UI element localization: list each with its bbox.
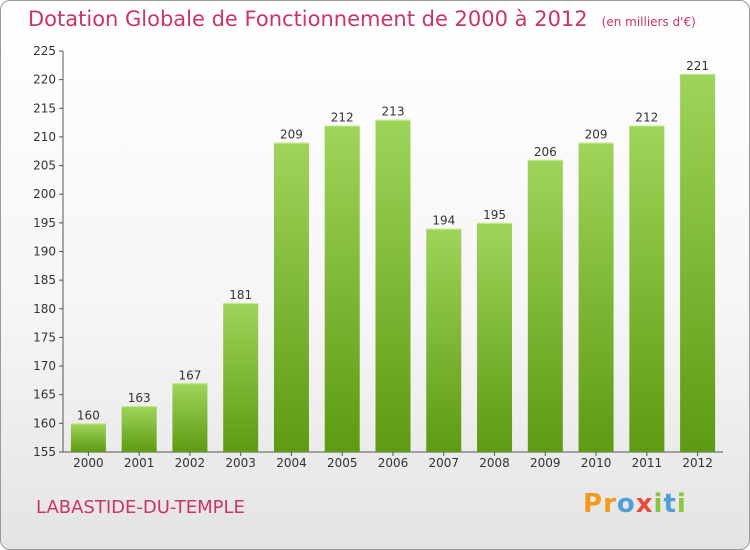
proxiti-logo[interactable]: Proxiti <box>583 489 687 519</box>
value-label-2010: 209 <box>585 128 608 142</box>
logo-letter: P <box>583 489 604 519</box>
x-tick-label-2011: 2011 <box>632 456 663 470</box>
y-tick-label: 205 <box>33 159 56 173</box>
logo-letter: t <box>663 489 677 519</box>
y-tick-label: 190 <box>33 245 56 259</box>
bar-2009 <box>527 159 563 453</box>
bar-2001 <box>121 406 157 452</box>
y-tick-label: 175 <box>33 330 56 344</box>
y-tick-label: 170 <box>33 359 56 373</box>
bar-2011 <box>629 125 665 452</box>
y-tick-label: 180 <box>33 302 56 316</box>
bar-2012 <box>680 73 716 453</box>
value-label-2009: 206 <box>534 145 557 159</box>
x-tick-label-2000: 2000 <box>73 456 104 470</box>
y-tick-label: 210 <box>33 130 56 144</box>
y-tick-label: 160 <box>33 416 56 430</box>
x-tick-label-2008: 2008 <box>479 456 510 470</box>
y-tick-label: 165 <box>33 388 56 402</box>
y-tick-label: 195 <box>33 216 56 230</box>
value-label-2006: 213 <box>382 105 405 119</box>
y-tick-label: 155 <box>33 445 56 459</box>
value-label-2008: 195 <box>483 208 506 222</box>
logo-letter: o <box>616 489 636 519</box>
x-tick-label-2005: 2005 <box>327 456 358 470</box>
bar-2006 <box>375 119 411 452</box>
value-label-2012: 221 <box>686 59 709 73</box>
x-tick-label-2001: 2001 <box>124 456 155 470</box>
value-label-2002: 167 <box>178 368 201 382</box>
value-label-2005: 212 <box>331 110 354 124</box>
bars <box>70 73 716 453</box>
x-tick-label-2010: 2010 <box>581 456 612 470</box>
value-label-2007: 194 <box>432 214 455 228</box>
axes: 155 160 165 170 175 180 185 190 195 200 205 210 215 2… <box>33 44 723 470</box>
bar-2005 <box>324 125 360 452</box>
logo-letter: r <box>603 489 617 519</box>
y-tick-label: 225 <box>33 44 56 58</box>
y-tick-label: 200 <box>33 187 56 201</box>
y-tick-label: 215 <box>33 101 56 115</box>
chart-title: Dotation Globale de Fonctionnement de 20… <box>28 7 696 31</box>
y-tick-label: 185 <box>33 273 56 287</box>
bar-2007 <box>426 228 462 452</box>
logo-letter: x <box>635 489 654 519</box>
commune-name: LABASTIDE-DU-TEMPLE <box>36 497 245 518</box>
bar-2010 <box>578 142 614 452</box>
bar-2004 <box>273 142 309 452</box>
bar-2000 <box>70 423 106 452</box>
x-tick-label-2009: 2009 <box>530 456 561 470</box>
x-tick-label-2012: 2012 <box>682 456 713 470</box>
value-labels: 160 163 167 181 209 212 213 194 195 206 209 212 221 <box>77 59 709 422</box>
bar-2002 <box>172 383 208 452</box>
x-tick-label-2004: 2004 <box>276 456 307 470</box>
logo-letter: i <box>676 489 687 519</box>
value-label-2000: 160 <box>77 408 100 422</box>
value-label-2004: 209 <box>280 128 303 142</box>
value-label-2001: 163 <box>128 391 151 405</box>
x-tick-label-2006: 2006 <box>378 456 409 470</box>
y-tick-label: 220 <box>33 73 56 87</box>
chart-title-text: Dotation Globale de Fonctionnement de 20… <box>28 7 588 31</box>
logo-letter: i <box>653 489 664 519</box>
x-tick-label-2002: 2002 <box>175 456 206 470</box>
bar-2008 <box>477 222 513 452</box>
bar-2003 <box>223 303 259 452</box>
x-tick-label-2003: 2003 <box>225 456 256 470</box>
value-label-2003: 181 <box>229 288 252 302</box>
value-label-2011: 212 <box>635 110 658 124</box>
chart-subtitle: (en milliers d'€) <box>601 15 696 29</box>
x-tick-label-2007: 2007 <box>428 456 459 470</box>
